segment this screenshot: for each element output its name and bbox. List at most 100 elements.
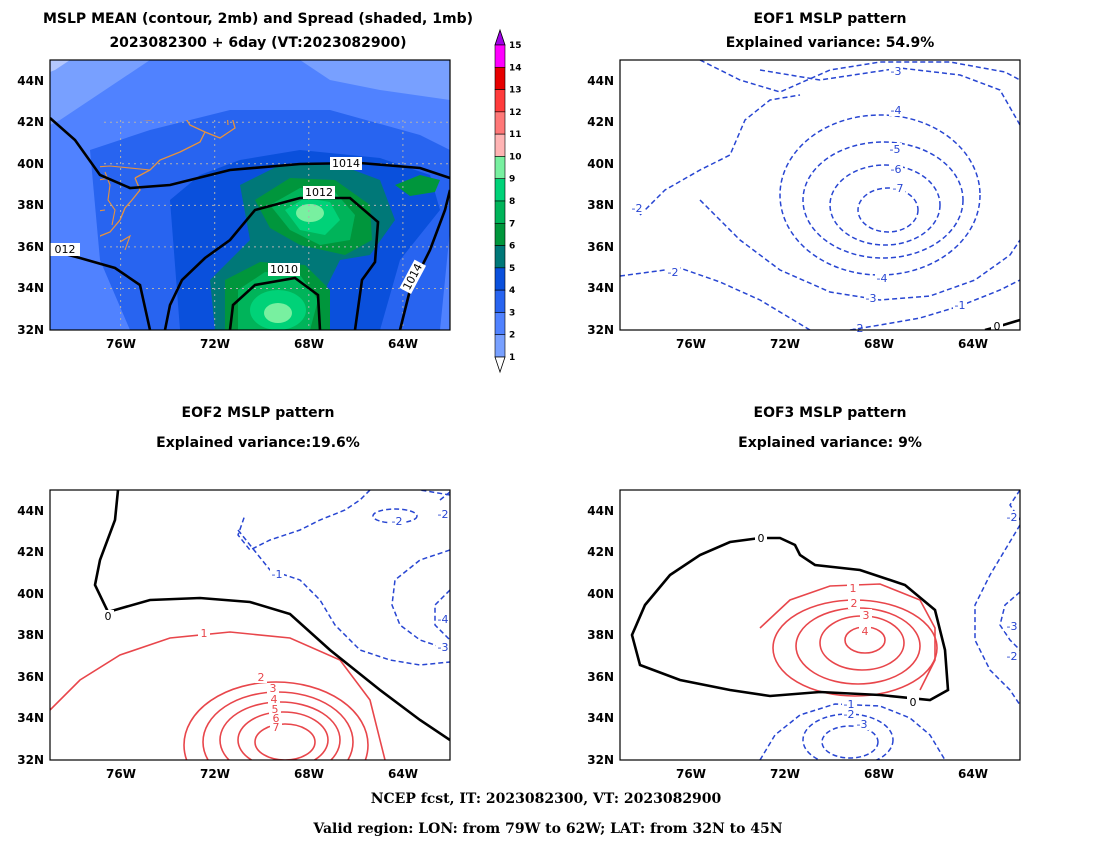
colorbar-segment: [494, 178, 506, 202]
eof2-lat-32: 32N: [17, 753, 44, 767]
eof1-lat-40: 40N: [587, 157, 614, 171]
eof1-lat-44: 44N: [587, 74, 614, 88]
eof1-lat-34: 34N: [587, 281, 614, 295]
eof3-label-m2-ne: -2: [1007, 511, 1018, 524]
eof2-panel: EOF2 MSLP pattern Explained variance:19.…: [17, 405, 451, 781]
eof3-lon-68: 68W: [864, 767, 894, 781]
colorbar-top-arrow: [494, 28, 506, 46]
eof2-label-4: 4: [271, 693, 278, 706]
eof2-label-1: 1: [201, 627, 208, 640]
eof1-lon-68: 68W: [864, 337, 894, 351]
eof3-lat-32: 32N: [587, 753, 614, 767]
eof1-contour-labels: -3 -4 -5 -6 -7 -4 -3 -2 -2 -1 -2 0: [630, 65, 1003, 335]
eof3-lat-42: 42N: [587, 545, 614, 559]
eof1-lat-36: 36N: [587, 240, 614, 254]
eof1-lon-64: 64W: [958, 337, 988, 351]
eof3-frame: [619, 489, 1021, 761]
colorbar-level-label: 1: [509, 353, 515, 363]
eof1-panel: EOF1 MSLP pattern Explained variance: 54…: [587, 11, 1021, 351]
eof2-lat-36: 36N: [17, 670, 44, 684]
footer-forecast-info: NCEP fcst, IT: 2023082300, VT: 202308290…: [371, 791, 722, 807]
eof1-label-m1: -1: [955, 299, 966, 312]
colorbar-level-label: 15: [509, 41, 522, 51]
eof2-lon-68: 68W: [294, 767, 324, 781]
mean-lat-38: 38N: [17, 198, 44, 212]
eof1-label-m5: -5: [890, 143, 901, 156]
colorbar-level-label: 2: [509, 331, 515, 341]
eof1-label-m4-bot: -4: [877, 272, 888, 285]
mean-label-1012-west: 012: [55, 243, 76, 256]
colorbar-level-label: 11: [509, 130, 522, 140]
eof1-lon-72: 72W: [770, 337, 800, 351]
mean-panel-subtitle: 2023082300 + 6day (VT:2023082900): [109, 35, 406, 51]
mean-lat-36: 36N: [17, 240, 44, 254]
eof3-label-4: 4: [862, 625, 869, 638]
colorbar-segment: [494, 156, 506, 180]
eof1-label-m6: -6: [891, 163, 902, 176]
mean-lat-34: 34N: [17, 281, 44, 295]
eof1-frame: [619, 59, 1021, 331]
mean-panel-title: MSLP MEAN (contour, 2mb) and Spread (sha…: [43, 11, 473, 27]
eof3-label-3: 3: [863, 609, 870, 622]
eof2-label-zero: 0: [105, 610, 112, 623]
eof1-label-m3-top: -3: [891, 65, 902, 78]
eof2-lat-44: 44N: [17, 504, 44, 518]
eof2-label-m2-b: -2: [438, 508, 449, 521]
eof2-label-3: 3: [270, 682, 277, 695]
eof1-label-m4-top: -4: [891, 104, 902, 117]
mean-lon-68: 68W: [294, 337, 324, 351]
eof3-lon-72: 72W: [770, 767, 800, 781]
eof2-zero-contour: [93, 490, 450, 742]
footer-valid-region: Valid region: LON: from 79W to 62W; LAT:…: [312, 821, 782, 837]
eof1-title: EOF1 MSLP pattern: [754, 11, 907, 27]
mean-contours: [50, 117, 450, 330]
colorbar-segment: [494, 89, 506, 113]
eof2-negative-contours: [237, 490, 450, 666]
mean-label-1014: 1014: [332, 157, 360, 170]
eof3-subtitle: Explained variance: 9%: [738, 435, 922, 451]
colorbar-level-label: 10: [509, 152, 522, 162]
eof1-lat-42: 42N: [587, 115, 614, 129]
colorbar-segment: [494, 44, 506, 68]
colorbar-level-label: 3: [509, 308, 515, 318]
mean-lat-40: 40N: [17, 157, 44, 171]
colorbar-segment: [494, 334, 506, 358]
eof3-label-m3-e: -3: [1007, 620, 1018, 633]
eof2-axes: 44N 42N 40N 38N 36N 34N 32N 76W 72W 68W …: [17, 504, 418, 781]
eof3-label-zero-top: 0: [758, 532, 765, 545]
eof1-label-zero: 0: [994, 320, 1001, 333]
eof1-label-m3-bot: -3: [866, 292, 877, 305]
mean-lat-42: 42N: [17, 115, 44, 129]
eof3-title: EOF3 MSLP pattern: [754, 405, 907, 421]
colorbar-level-label: 8: [509, 197, 515, 207]
colorbar-segment: [494, 111, 506, 135]
eof2-label-m1: -1: [272, 568, 283, 581]
mean-label-1010: 1010: [270, 263, 298, 276]
eof2-label-7: 7: [273, 721, 280, 734]
eof1-label-m7: -7: [893, 182, 904, 195]
colorbar-segment: [494, 267, 506, 291]
colorbar-segment: [494, 133, 506, 157]
eof2-contour-labels: 0 -1 -2 -2 -3 -4 1 2 3 4 5 6 7: [102, 508, 450, 734]
colorbar-level-label: 14: [509, 63, 522, 73]
mean-spread-panel: MSLP MEAN (contour, 2mb) and Spread (sha…: [17, 11, 522, 374]
eof1-label-m2-west: -2: [632, 202, 643, 215]
colorbar-segment: [494, 66, 506, 90]
eof1-lon-76: 76W: [676, 337, 706, 351]
eof2-label-5: 5: [272, 703, 279, 716]
mean-lon-64: 64W: [388, 337, 418, 351]
eof3-lat-34: 34N: [587, 711, 614, 725]
colorbar-level-label: 12: [509, 108, 522, 118]
eof3-label-2: 2: [851, 597, 858, 610]
eof1-label-m2-sw: -2: [668, 266, 679, 279]
eof3-panel: EOF3 MSLP pattern Explained variance: 9%…: [587, 405, 1021, 781]
eof2-label-6: 6: [273, 712, 280, 725]
eof3-label-zero-bot: 0: [910, 696, 917, 709]
eof3-lat-44: 44N: [587, 504, 614, 518]
eof2-lon-76: 76W: [106, 767, 136, 781]
colorbar-level-label: 9: [509, 175, 515, 185]
colorbar-segment: [494, 200, 506, 224]
eof3-axes: 44N 42N 40N 38N 36N 34N 32N 76W 72W 68W …: [587, 504, 988, 781]
mean-lon-72: 72W: [200, 337, 230, 351]
colorbar-segment: [494, 312, 506, 336]
